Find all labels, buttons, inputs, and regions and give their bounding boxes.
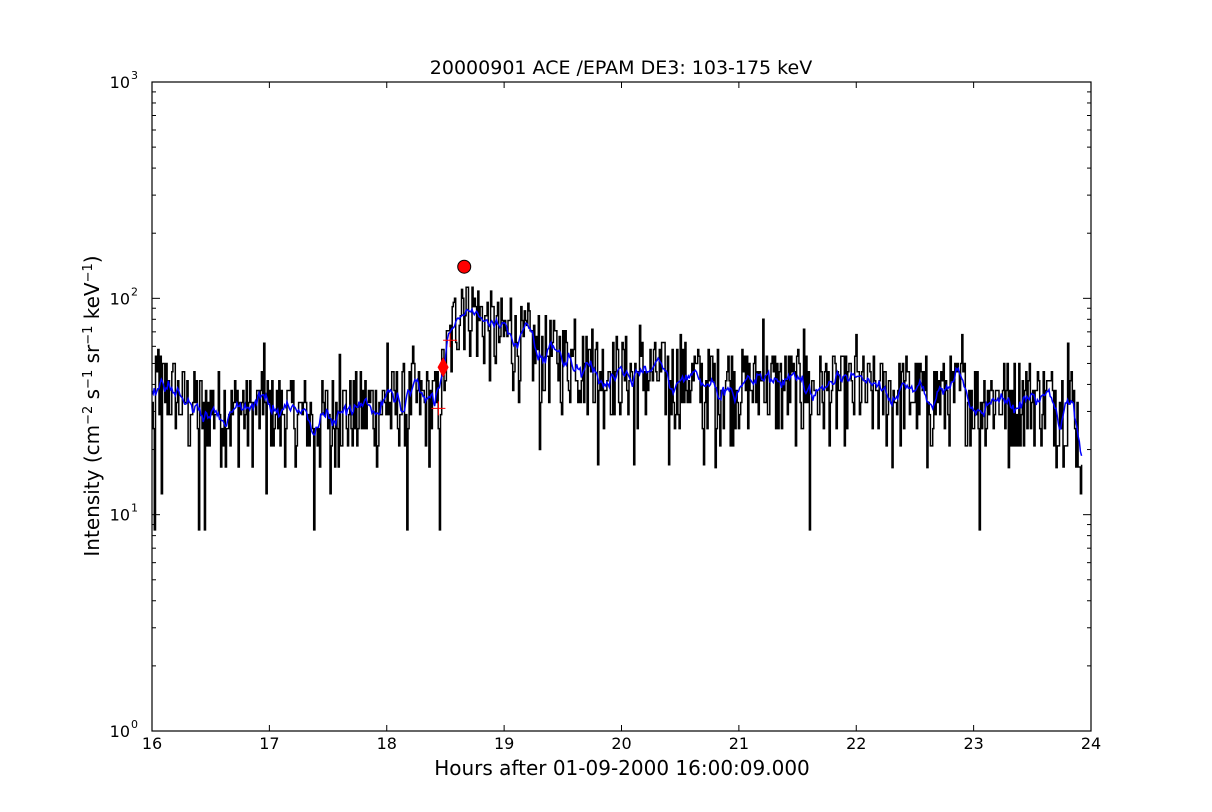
- x-tick-label: 18: [377, 734, 397, 753]
- plot-area: [151, 286, 1083, 531]
- x-axis: 16 17 18 19 20 21 22 23 24: [142, 82, 1101, 753]
- x-tick-label: 17: [259, 734, 279, 753]
- x-axis-label: Hours after 01-09-2000 16:00:09.000: [434, 756, 810, 780]
- x-tick-label: 19: [494, 734, 514, 753]
- onset-marker: [437, 357, 449, 378]
- plus-marker: [431, 401, 446, 416]
- x-tick-label: 24: [1081, 734, 1101, 753]
- event-markers: [431, 259, 472, 416]
- y-tick-exponent: 0: [131, 718, 138, 731]
- x-tick-label: 22: [846, 734, 866, 753]
- series-smoothed-line: [151, 307, 1083, 456]
- y-tick-label: 10: [110, 289, 130, 308]
- x-tick-label: 16: [142, 734, 162, 753]
- x-tick-label: 21: [729, 734, 749, 753]
- y-tick-label: 10: [110, 506, 130, 525]
- y-axis-label: Intensity (cm−2 s−1 sr−1 keV−1): [80, 255, 104, 556]
- y-tick-exponent: 1: [131, 502, 138, 515]
- peak-marker: [457, 259, 472, 274]
- x-tick-label: 23: [963, 734, 983, 753]
- plus-marker: [443, 333, 458, 348]
- x-tick-label: 20: [611, 734, 631, 753]
- series-raw-line: [152, 286, 1083, 531]
- chart-title: 20000901 ACE /EPAM DE3: 103-175 keV: [430, 57, 812, 79]
- y-tick-label: 10: [110, 73, 130, 92]
- y-axis-label-text: Intensity (cm−2 s−1 sr−1 keV−1): [80, 255, 104, 556]
- y-tick-label: 10: [110, 722, 130, 741]
- y-tick-exponent: 2: [131, 285, 138, 298]
- y-tick-exponent: 3: [131, 69, 138, 82]
